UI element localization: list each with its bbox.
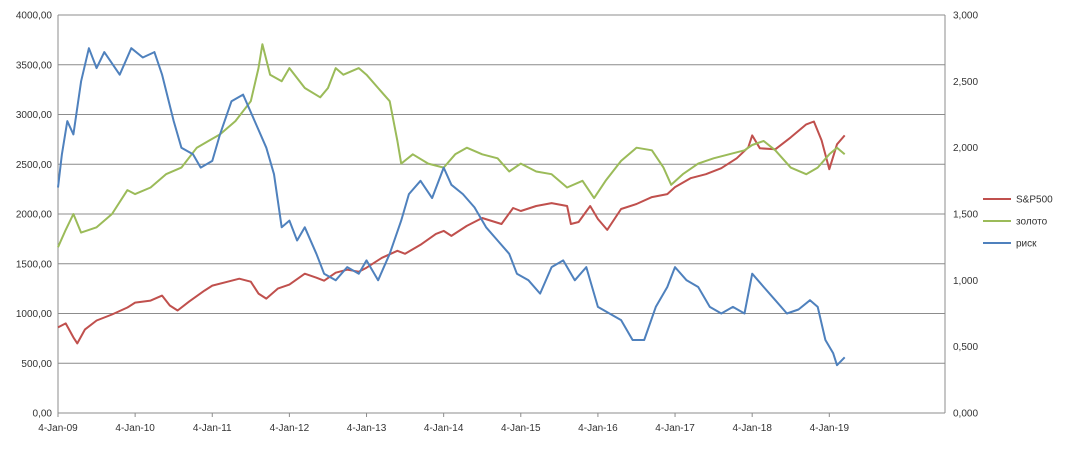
y-right-tick-label: 0,000 [953, 409, 978, 420]
y-left-tick-label: 3500,00 [16, 60, 53, 71]
x-tick-label: 4-Jan-11 [193, 423, 232, 434]
y-left-tick-label: 3000,00 [16, 110, 53, 121]
x-tick-label: 4-Jan-19 [810, 423, 850, 434]
y-left-tick-label: 500,00 [21, 359, 52, 370]
x-tick-label: 4-Jan-14 [424, 423, 464, 434]
x-tick-label: 4-Jan-17 [655, 423, 695, 434]
y-right-tick-label: 2,500 [953, 77, 978, 88]
x-tick-label: 4-Jan-12 [270, 423, 310, 434]
x-tick-label: 4-Jan-09 [38, 423, 78, 434]
y-right-tick-label: 2,000 [953, 143, 978, 154]
x-tick-label: 4-Jan-15 [501, 423, 541, 434]
y-left-tick-label: 2000,00 [16, 210, 53, 221]
x-tick-label: 4-Jan-16 [578, 423, 618, 434]
y-left-tick-label: 1000,00 [16, 309, 53, 320]
series-line-2 [57, 47, 846, 367]
x-tick-label: 4-Jan-18 [732, 423, 772, 434]
legend-label: риск [1016, 239, 1037, 250]
y-right-tick-label: 1,500 [953, 210, 978, 221]
y-left-tick-label: 4000,00 [16, 11, 53, 22]
y-right-tick-label: 1,000 [953, 276, 978, 287]
legend-label: S&P500 [1016, 195, 1053, 206]
y-right-tick-label: 0,500 [953, 342, 978, 353]
legend: S&P500 золото риск [983, 195, 1053, 250]
y-left-tick-label: 2500,00 [16, 160, 53, 171]
y-right-tick-label: 3,000 [953, 11, 978, 22]
x-tick-label: 4-Jan-10 [115, 423, 155, 434]
y-left-tick-label: 0,00 [33, 409, 53, 420]
series-line-1 [57, 43, 846, 248]
axes: 0,00 500,00 1000,00 1500,00 2000,00 2500,00 30… [16, 11, 979, 435]
series-line-0 [57, 120, 846, 345]
legend-label: золото [1016, 217, 1048, 228]
series-lines [57, 43, 846, 367]
gridlines [58, 14, 945, 414]
y-left-tick-label: 1500,00 [16, 259, 53, 270]
x-tick-label: 4-Jan-13 [347, 423, 387, 434]
